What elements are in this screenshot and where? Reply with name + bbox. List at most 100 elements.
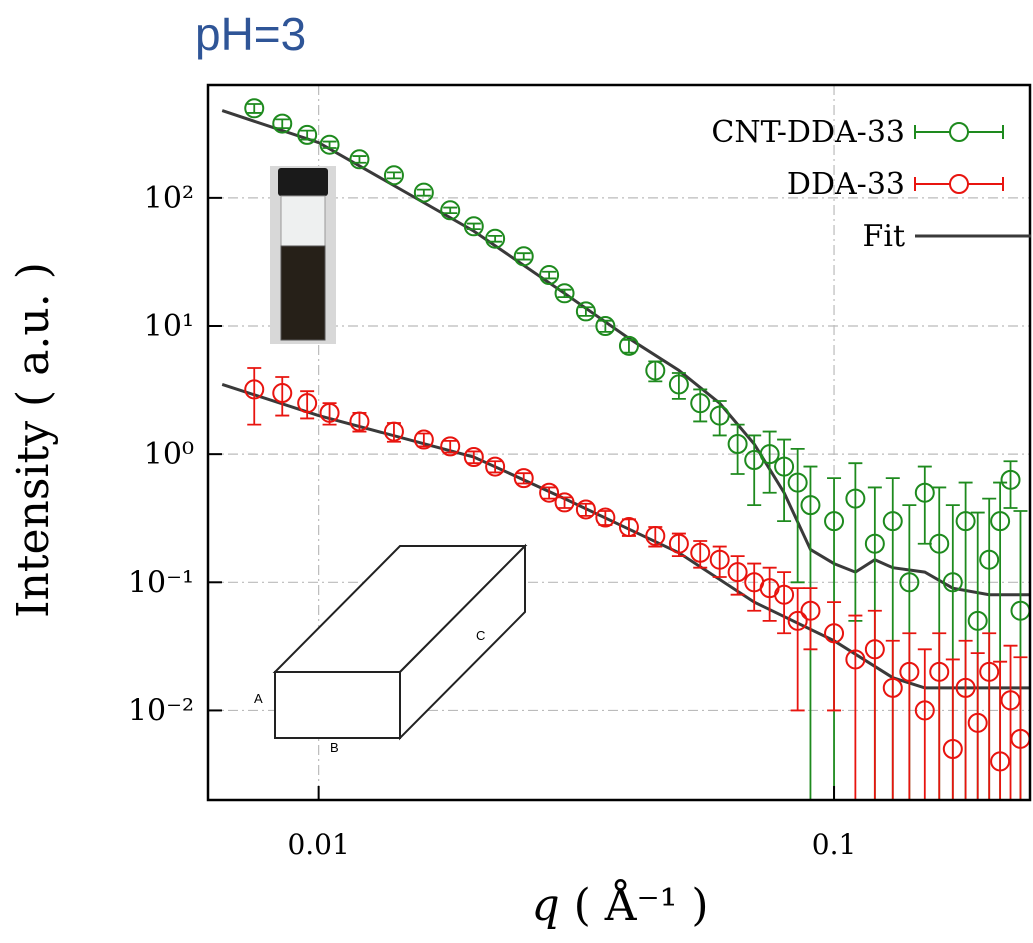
marker [929,533,950,554]
legend: CNT-DDA-33 DDA-33 Fit [711,115,1031,254]
error-bar [982,632,997,800]
marker [727,434,748,455]
error-bar [917,648,932,800]
marker [575,301,596,322]
x-label-unit: ( Å⁻¹ ) [574,878,709,931]
error-bar [945,658,960,800]
error-bar [466,450,481,465]
marker [774,584,795,605]
chart-title: pH=3 [195,8,306,60]
marker [914,700,935,721]
box-inset [272,543,528,741]
marker [709,405,730,426]
marker [990,751,1011,772]
marker [319,134,340,155]
y-tick-label: 10⁻¹ [128,565,194,600]
error-bar [516,472,531,485]
marker [1000,469,1021,490]
marker [914,482,935,503]
error-bar [932,632,947,800]
inset-label: B [330,740,339,755]
error-bar [542,486,557,500]
legend-label: CNT-DDA-33 [711,115,905,150]
error-bar [747,562,762,612]
error-bar [557,288,572,299]
marker [554,283,575,304]
x-tick-label: 0.01 [287,828,349,861]
marker [645,525,666,546]
marker [1000,690,1021,711]
marker [824,511,845,532]
error-bar [352,155,367,164]
marker [349,411,370,432]
legend-swatch [949,122,969,142]
marker [595,507,616,528]
error-bar [488,460,503,474]
error-bar [917,465,932,545]
marker [319,402,340,423]
marker [618,335,639,356]
error-bar [322,140,337,149]
error-bar [693,540,708,569]
marker [668,533,689,554]
error-bar [466,222,481,231]
marker [539,482,560,503]
marker [899,572,920,593]
marker [899,661,920,682]
marker [575,499,596,520]
error-bar [578,502,593,517]
error-bar [443,206,458,215]
y-tick-label: 10⁻² [128,693,194,728]
error-bar [1003,644,1018,800]
marker [979,661,1000,682]
marker [942,572,963,593]
marker [272,113,293,134]
marker [942,739,963,760]
error-bar [300,390,315,420]
marker [800,600,821,621]
error-bar [790,587,805,712]
marker [967,712,988,733]
marker [349,149,370,170]
inset-label: A [254,691,263,706]
marker [690,542,711,563]
marker [244,379,265,400]
marker [967,610,988,631]
marker [554,492,575,513]
marker [463,447,484,468]
plot-area [221,98,1030,800]
marker [297,124,318,145]
inset-label: C [476,628,485,643]
marker [727,562,748,583]
error-bar [848,462,863,622]
error-bar [598,319,613,333]
error-bar [386,171,401,180]
error-bar [598,510,613,526]
marker [882,511,903,532]
legend-label: Fit [863,219,905,254]
marker [413,429,434,450]
error-bar [542,270,557,280]
marker [787,610,808,631]
marker [618,517,639,538]
marker [882,677,903,698]
marker [787,472,808,493]
marker [413,182,434,203]
marker [595,316,616,337]
error-bar [247,367,262,426]
error-bar [827,601,842,712]
marker [485,456,506,477]
error-bar [300,129,315,141]
error-bar [275,376,290,417]
marker [709,549,730,570]
error-bar [416,188,431,197]
marker [774,456,795,477]
error-bar [1013,656,1028,800]
error-bar [885,639,900,800]
legend-label: DDA-33 [787,167,905,202]
error-bar [578,306,593,317]
marker [979,549,1000,570]
y-axis-label: Intensity ( a.u. ) [8,262,59,618]
marker [297,393,318,414]
marker [463,216,484,237]
